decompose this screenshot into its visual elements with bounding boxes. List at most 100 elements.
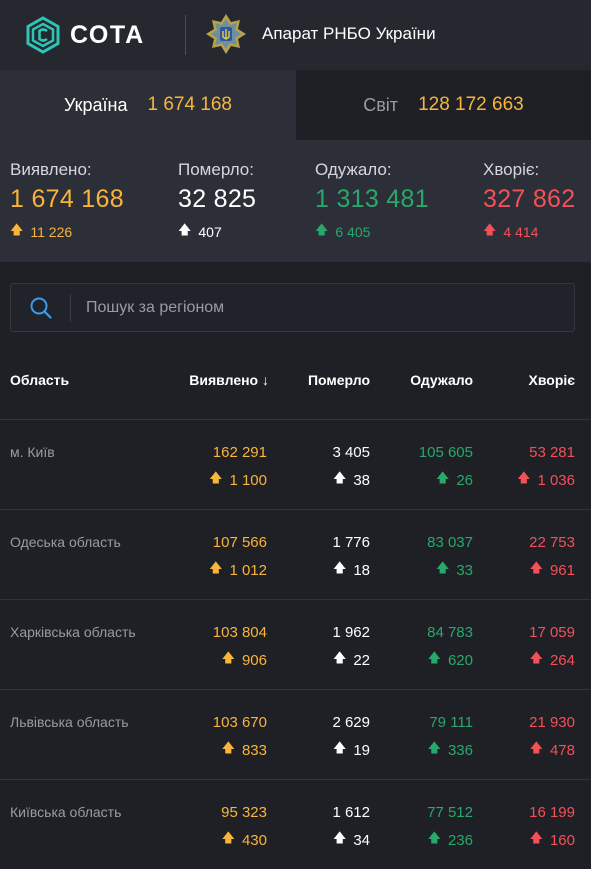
cell-detected-value: 107 566 [212,534,267,551]
cell-recovered: 77 512 🡅 236 [427,804,473,851]
table-row[interactable]: м. Київ 162 291 🡅 1 100 3 405 🡅 38 105 605 🡅 26 53… [0,420,591,510]
sota-logo-icon [26,16,60,54]
arrow-up-icon: 🡅 [435,560,450,575]
cell-recovered-delta: 🡅 33 [427,559,473,581]
stat-sick-delta-value: 4 414 [503,224,539,240]
column-header-recovered[interactable]: Одужало [410,372,473,388]
scope-tabs: Україна 1 674 168 Світ 128 172 663 [0,70,591,140]
cell-died-delta-value: 18 [353,561,370,579]
arrow-up-icon: 🡅 [221,650,235,665]
stat-detected-delta-value: 11 226 [30,224,73,240]
cell-sick: 16 199 🡅 160 [529,804,575,851]
cell-detected: 95 323 🡅 430 [221,804,267,851]
tab-ukraine[interactable]: Україна 1 674 168 [0,70,296,140]
cell-recovered-value: 84 783 [427,624,473,641]
cell-sick-delta-value: 1 036 [537,471,575,489]
stat-detected-label: Виявлено: [10,160,92,179]
cell-died-delta-value: 38 [353,471,370,489]
cell-died-delta: 🡅 34 [332,829,370,851]
cell-sick: 53 281 🡅 1 036 [517,444,575,491]
column-header-died[interactable]: Померло [307,372,370,388]
table-row[interactable]: Одеська область 107 566 🡅 1 012 1 776 🡅 18 83 0… [0,510,591,600]
summary-stats: Виявлено: 1 674 168 🡅 11 226 Померло: 32 … [0,140,591,262]
cell-recovered-value: 77 512 [427,804,473,821]
org-title: Апарат РНБО України [262,24,436,43]
cell-recovered-delta: 🡅 336 [428,739,473,761]
cell-recovered-value: 83 037 [427,534,473,551]
arrow-up-icon: 🡅 [209,560,223,575]
cell-sick-delta-value: 264 [549,651,575,669]
cell-sick-delta: 🡅 478 [529,739,575,761]
column-header-sick[interactable]: Хворіє [528,372,575,388]
cell-recovered-delta: 🡅 620 [427,649,473,671]
cell-sick-delta: 🡅 961 [529,559,575,581]
cell-died-value: 1 962 [332,624,370,641]
stat-died-delta: 🡅 407 [178,221,256,243]
table-row[interactable]: Харківська область 103 804 🡅 906 1 962 🡅 22 84 … [0,600,591,690]
tab-world[interactable]: Світ 128 172 663 [296,70,591,140]
cell-sick-value: 17 059 [529,624,575,641]
search-icon[interactable] [11,293,71,322]
arrow-up-icon: 🡅 [529,650,543,665]
cell-recovered-delta-value: 236 [447,831,473,849]
stat-detected-delta: 🡅 11 226 [10,221,124,243]
stat-died: Померло: 32 825 🡅 407 [178,160,256,243]
arrow-up-icon: 🡅 [427,740,441,755]
cell-detected-value: 103 670 [212,714,267,731]
header-divider [185,15,186,55]
cell-died-delta: 🡅 18 [332,559,370,581]
cell-recovered-delta-value: 620 [447,651,473,669]
cell-recovered-delta: 🡅 236 [427,829,473,851]
cell-recovered: 105 605 🡅 26 [419,444,473,491]
stat-died-label: Померло: [178,160,254,179]
sota-logo[interactable]: СОТА [24,16,145,54]
cell-recovered-delta-value: 336 [447,741,473,759]
cell-sick-delta-value: 961 [549,561,575,579]
stat-died-value: 32 825 [178,185,257,213]
cell-detected-delta-value: 1 012 [229,561,267,579]
arrow-up-icon: 🡅 [529,560,543,575]
cell-sick-delta: 🡅 264 [529,649,575,671]
region-name: Київська область [10,804,122,820]
search-box[interactable] [10,283,575,332]
stat-detected: Виявлено: 1 674 168 🡅 11 226 [10,160,124,243]
cell-died: 1 962 🡅 22 [332,624,370,671]
region-name: Одеська область [10,534,121,550]
cell-sick-delta-value: 478 [549,741,575,759]
arrow-up-icon: 🡅 [427,830,441,845]
arrow-up-icon: 🡅 [10,222,24,237]
region-name: Львівська область [10,714,129,730]
cell-detected-value: 103 804 [212,624,267,641]
arrow-up-icon: 🡅 [315,222,329,237]
cell-died-value: 1 612 [332,804,370,821]
cell-sick-delta-value: 160 [549,831,575,849]
column-header-detected[interactable]: Виявлено ↓ [189,372,269,388]
table-row[interactable]: Київська область 95 323 🡅 430 1 612 🡅 34 77 512… [0,780,591,869]
cell-died-delta: 🡅 22 [332,649,370,671]
stat-sick-value: 327 862 [483,185,576,213]
cell-recovered-value: 79 111 [429,714,473,731]
stat-sick-label: Хворіє: [483,160,540,179]
cell-detected-delta-value: 430 [241,831,267,849]
cell-detected-delta: 🡅 430 [221,829,267,851]
arrow-up-icon: 🡅 [332,740,347,755]
arrow-up-icon: 🡅 [332,470,347,485]
column-header-region[interactable]: Область [10,372,70,388]
cell-died-delta: 🡅 19 [332,739,370,761]
search-input[interactable] [71,298,574,317]
tab-world-value: 128 172 663 [418,94,524,115]
table-row[interactable]: Львівська область 103 670 🡅 833 2 629 🡅 19 79 1… [0,690,591,780]
column-header-detected-label: Виявлено [189,372,259,388]
arrow-up-icon: 🡅 [221,830,235,845]
cell-detected: 162 291 🡅 1 100 [209,444,267,491]
cell-detected-delta: 🡅 906 [213,649,267,671]
cell-sick-value: 16 199 [529,804,575,821]
arrow-up-icon: 🡅 [332,650,347,665]
cell-detected: 103 670 🡅 833 [213,714,267,761]
arrow-up-icon: 🡅 [332,830,347,845]
rnbo-emblem-icon [206,14,246,54]
cell-recovered-delta-value: 33 [456,561,473,579]
cell-detected-value: 162 291 [212,444,267,461]
cell-recovered-value: 105 605 [418,444,473,461]
stat-recovered-value: 1 313 481 [315,185,429,213]
